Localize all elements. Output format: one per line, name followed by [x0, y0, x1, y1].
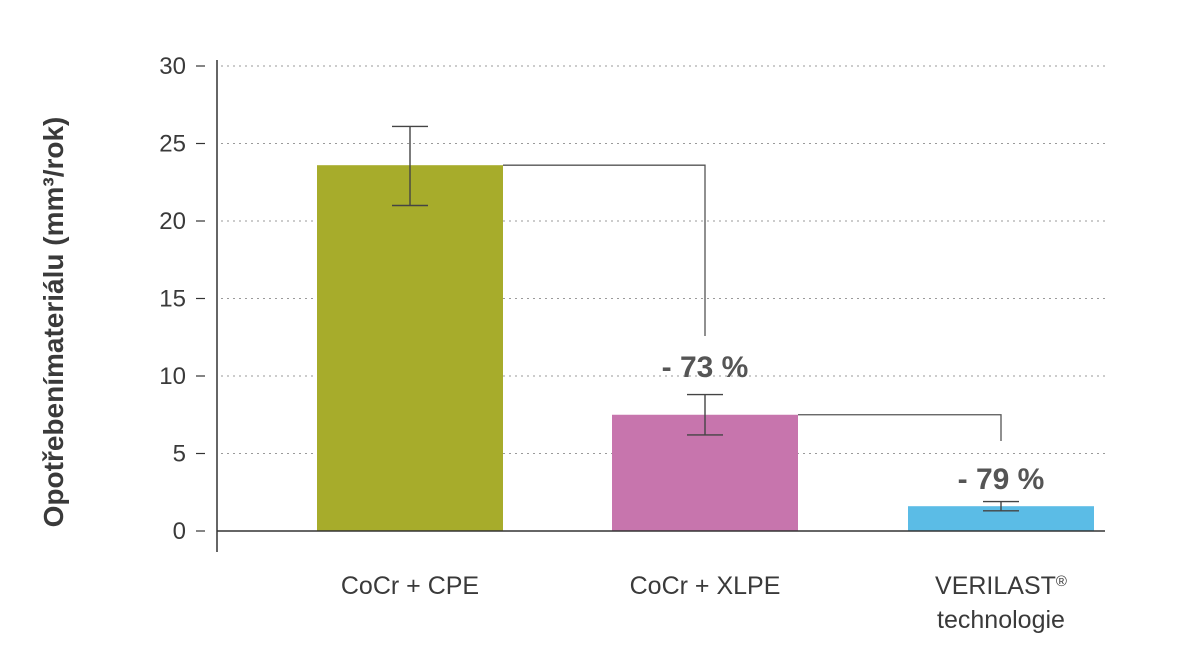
- category-label: VERILAST® technologie: [935, 572, 1067, 634]
- reduction-label: - 73 %: [662, 351, 749, 384]
- comparison-brackets: - 73 % - 79 %: [503, 164, 1045, 496]
- y-tick-label: 0: [173, 518, 186, 545]
- comparison-bracket: - 79 %: [798, 414, 1045, 496]
- category-labels: CoCr + CPE CoCr + XLPE VERILAST® technologi…: [341, 572, 1067, 634]
- reduction-label: - 79 %: [958, 463, 1045, 496]
- y-tick-label: 10: [159, 363, 186, 390]
- error-bar: [392, 125, 428, 207]
- bracket-line: [798, 414, 1002, 441]
- y-tick-label: 25: [159, 131, 186, 158]
- y-tick-label: 20: [159, 208, 186, 235]
- error-bar: [983, 500, 1019, 512]
- bracket-line: [503, 164, 706, 336]
- error-bar: [687, 393, 723, 436]
- y-tick-label: 30: [159, 53, 186, 80]
- category-label-line: technologie: [937, 606, 1065, 634]
- category-label-line: VERILAST®: [935, 572, 1067, 600]
- y-axis-label: Opotřebenímateriálu (mm³/rok): [38, 117, 69, 528]
- bars: [317, 165, 1094, 531]
- y-tick-label: 5: [173, 441, 186, 468]
- y-tick-label: 15: [159, 286, 186, 313]
- comparison-bracket: - 73 %: [503, 164, 749, 384]
- axes: [216, 60, 1105, 552]
- y-ticks: 0 5 10 15 20 25 30: [159, 53, 205, 545]
- bar: [317, 165, 503, 531]
- category-label: CoCr + CPE: [341, 572, 479, 600]
- error-bars: [392, 125, 1019, 512]
- category-label: CoCr + XLPE: [630, 572, 781, 600]
- category-label-line: CoCr + XLPE: [630, 572, 781, 600]
- category-label-line: CoCr + CPE: [341, 572, 479, 600]
